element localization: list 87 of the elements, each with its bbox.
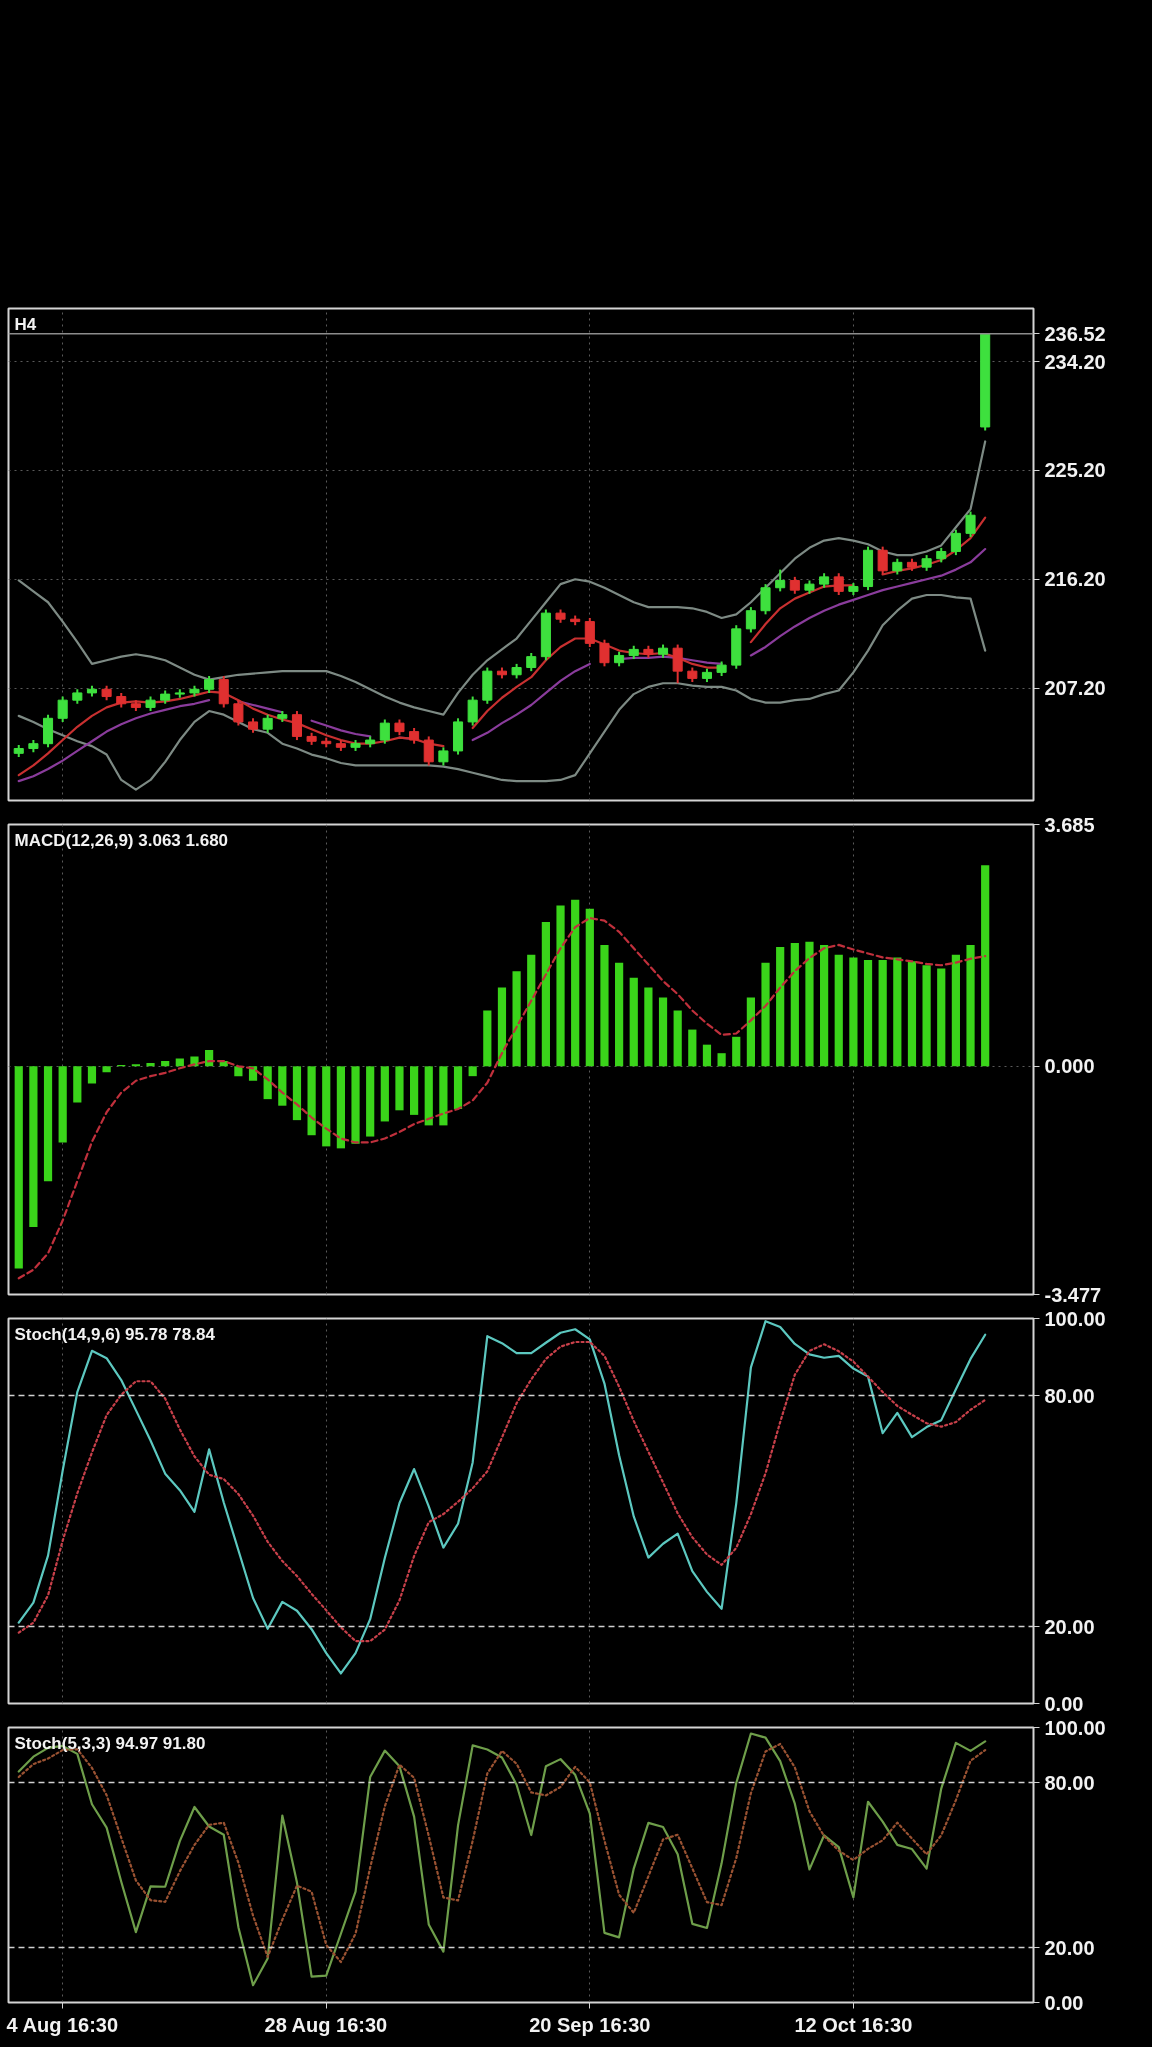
bar bbox=[702, 1044, 712, 1067]
bar bbox=[73, 1066, 82, 1103]
bar bbox=[717, 1053, 726, 1067]
x-tick-label: 28 Aug 16:30 bbox=[264, 2013, 388, 2036]
candlestick bbox=[467, 695, 478, 727]
bar bbox=[732, 1036, 741, 1067]
bar bbox=[615, 962, 624, 1067]
bar bbox=[512, 971, 521, 1067]
bar bbox=[629, 977, 638, 1067]
y-tick-label: 0.00 bbox=[1044, 1991, 1084, 2014]
bar bbox=[175, 1058, 184, 1067]
bar bbox=[585, 908, 594, 1067]
bar bbox=[951, 954, 960, 1067]
bar bbox=[424, 1066, 433, 1126]
candlestick bbox=[291, 710, 302, 742]
bar bbox=[453, 1066, 463, 1109]
bar bbox=[673, 1010, 682, 1067]
bar bbox=[966, 944, 975, 1067]
bar bbox=[263, 1066, 272, 1100]
bar bbox=[688, 1029, 697, 1067]
bar bbox=[161, 1061, 170, 1067]
bar bbox=[14, 1066, 23, 1269]
bar bbox=[541, 921, 550, 1067]
bar bbox=[863, 960, 873, 1067]
y-tick-label: 100.00 bbox=[1044, 1716, 1106, 1739]
bar bbox=[658, 997, 668, 1067]
bar bbox=[790, 942, 799, 1067]
bar bbox=[849, 957, 858, 1067]
y-tick-label: 0.000 bbox=[1044, 1055, 1095, 1078]
candlestick bbox=[262, 713, 273, 734]
candlestick bbox=[423, 735, 434, 767]
bar bbox=[761, 962, 770, 1067]
bar bbox=[439, 1066, 448, 1126]
candlestick bbox=[233, 699, 244, 727]
y-tick-label: 80.00 bbox=[1044, 1771, 1095, 1794]
bar bbox=[893, 957, 902, 1067]
bar bbox=[58, 1066, 67, 1143]
bar bbox=[834, 954, 843, 1067]
candlestick bbox=[57, 695, 68, 723]
y-tick-label: 20.00 bbox=[1044, 1936, 1095, 1959]
bar bbox=[395, 1066, 404, 1111]
bar bbox=[820, 944, 829, 1067]
chart-title: Stoch(5,3,3) 94.97 91.80 bbox=[14, 1733, 206, 1753]
bar bbox=[278, 1066, 287, 1106]
y-tick-label: 20.00 bbox=[1044, 1615, 1095, 1638]
bar bbox=[410, 1066, 419, 1115]
bar bbox=[43, 1066, 53, 1182]
bar bbox=[907, 961, 917, 1067]
bar bbox=[351, 1066, 360, 1144]
bar bbox=[746, 997, 755, 1067]
x-tick-label: 20 Sep 16:30 bbox=[529, 2013, 651, 2036]
bar bbox=[146, 1063, 155, 1067]
bar bbox=[483, 1010, 492, 1067]
bar bbox=[307, 1066, 316, 1136]
bar bbox=[102, 1066, 111, 1073]
bar bbox=[468, 1066, 477, 1077]
bar bbox=[922, 965, 931, 1067]
y-tick-label: 80.00 bbox=[1044, 1384, 1095, 1407]
candlestick bbox=[438, 746, 449, 767]
bar bbox=[336, 1066, 345, 1149]
x-tick-label: 4 Aug 16:30 bbox=[6, 2013, 119, 2036]
bar bbox=[805, 941, 814, 1067]
bar bbox=[600, 944, 609, 1067]
bar bbox=[497, 987, 507, 1067]
bar bbox=[380, 1066, 389, 1122]
chart-title: MACD(12,26,9) 3.063 1.680 bbox=[14, 830, 229, 850]
bar bbox=[527, 954, 536, 1067]
candlestick bbox=[379, 718, 390, 745]
bar bbox=[937, 968, 946, 1067]
bar bbox=[366, 1066, 375, 1137]
bar bbox=[29, 1066, 38, 1228]
bar bbox=[292, 1066, 302, 1121]
bar bbox=[322, 1066, 331, 1147]
bar bbox=[776, 946, 785, 1067]
y-tick-label: 100.00 bbox=[1044, 1307, 1106, 1330]
bar bbox=[87, 1066, 97, 1084]
x-tick-label: 12 Oct 16:30 bbox=[794, 2013, 913, 2036]
y-tick-label: 3.685 bbox=[1044, 813, 1095, 836]
bar bbox=[981, 865, 990, 1067]
line-series bbox=[17, 916, 987, 1280]
bar bbox=[571, 899, 580, 1067]
chart-title: Stoch(14,9,6) 95.78 78.84 bbox=[14, 1324, 216, 1344]
y-tick-label: 0.00 bbox=[1044, 1692, 1084, 1715]
y-tick-label: -3.477 bbox=[1044, 1283, 1102, 1306]
bar bbox=[556, 905, 565, 1067]
bar bbox=[878, 960, 887, 1067]
bar bbox=[644, 987, 653, 1067]
